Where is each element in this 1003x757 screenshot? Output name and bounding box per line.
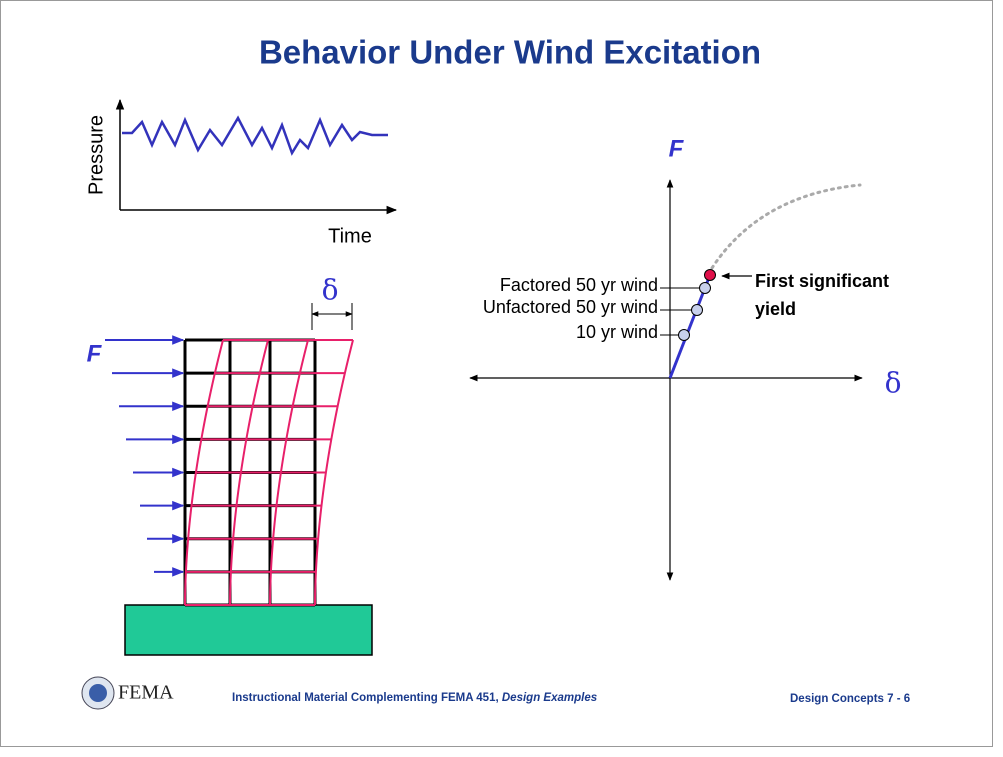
building: F δ xyxy=(87,274,373,656)
title: Behavior Under Wind Excitation xyxy=(259,34,761,71)
yield-note: First significant xyxy=(755,271,889,291)
x-label: δ xyxy=(885,367,902,400)
level-label: Factored 50 yr wind xyxy=(500,275,658,295)
source-text: Instructional Material Complementing FEM… xyxy=(232,692,502,704)
x-label: Time xyxy=(328,225,372,247)
foundation xyxy=(124,604,373,656)
source: Instructional Material Complementing FEM… xyxy=(232,692,597,704)
level-label: Unfactored 50 yr wind xyxy=(483,297,658,317)
y-label: Pressure xyxy=(85,115,107,195)
yield-note: yield xyxy=(755,299,796,319)
footer: FEMA Instructional Material Complementin… xyxy=(81,676,910,710)
deformed-column xyxy=(314,339,354,606)
level-label: 10 yr wind xyxy=(576,322,658,342)
pressure-plot: Pressure Time xyxy=(85,98,398,247)
logo-text: FEMA xyxy=(118,682,174,704)
y-label: F xyxy=(669,135,685,162)
page-number: Design Concepts 7 - 6 xyxy=(790,693,910,705)
source-italic: Design Examples xyxy=(502,692,597,704)
drift-label: δ xyxy=(322,274,339,307)
force-label: F xyxy=(87,340,103,367)
force-plot: F δ Factored 50 yr wind Unfactored 50 yr… xyxy=(469,135,902,581)
